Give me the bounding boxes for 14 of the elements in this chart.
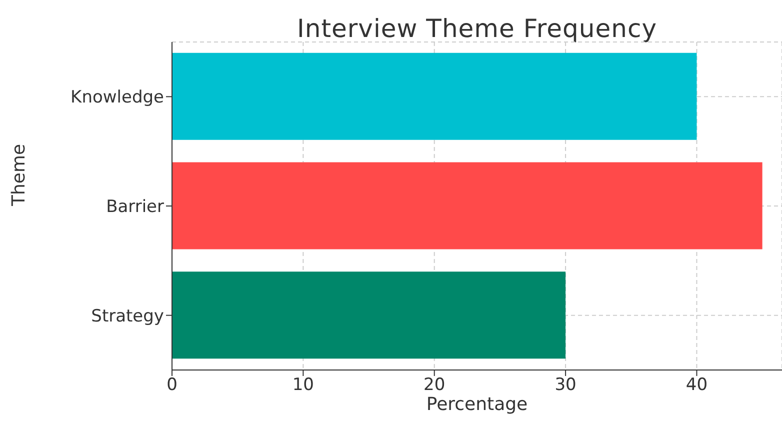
x-tick-label: 30 (554, 375, 576, 396)
x-axis-title: Percentage (426, 394, 528, 415)
y-tick-label: Barrier (106, 197, 164, 218)
bar (172, 272, 566, 359)
y-tick-label: Knowledge (70, 88, 164, 108)
chart-title: Interview Theme Frequency (296, 14, 658, 43)
y-axis-title: Theme (8, 144, 30, 207)
y-tick-label: Strategy (91, 306, 164, 326)
x-tick-label: 20 (424, 375, 446, 396)
x-tick-label: 40 (686, 375, 708, 396)
bar (172, 52, 697, 140)
x-tick-label: 10 (292, 375, 314, 396)
bar (172, 162, 762, 250)
x-tick-label: 0 (166, 375, 178, 396)
